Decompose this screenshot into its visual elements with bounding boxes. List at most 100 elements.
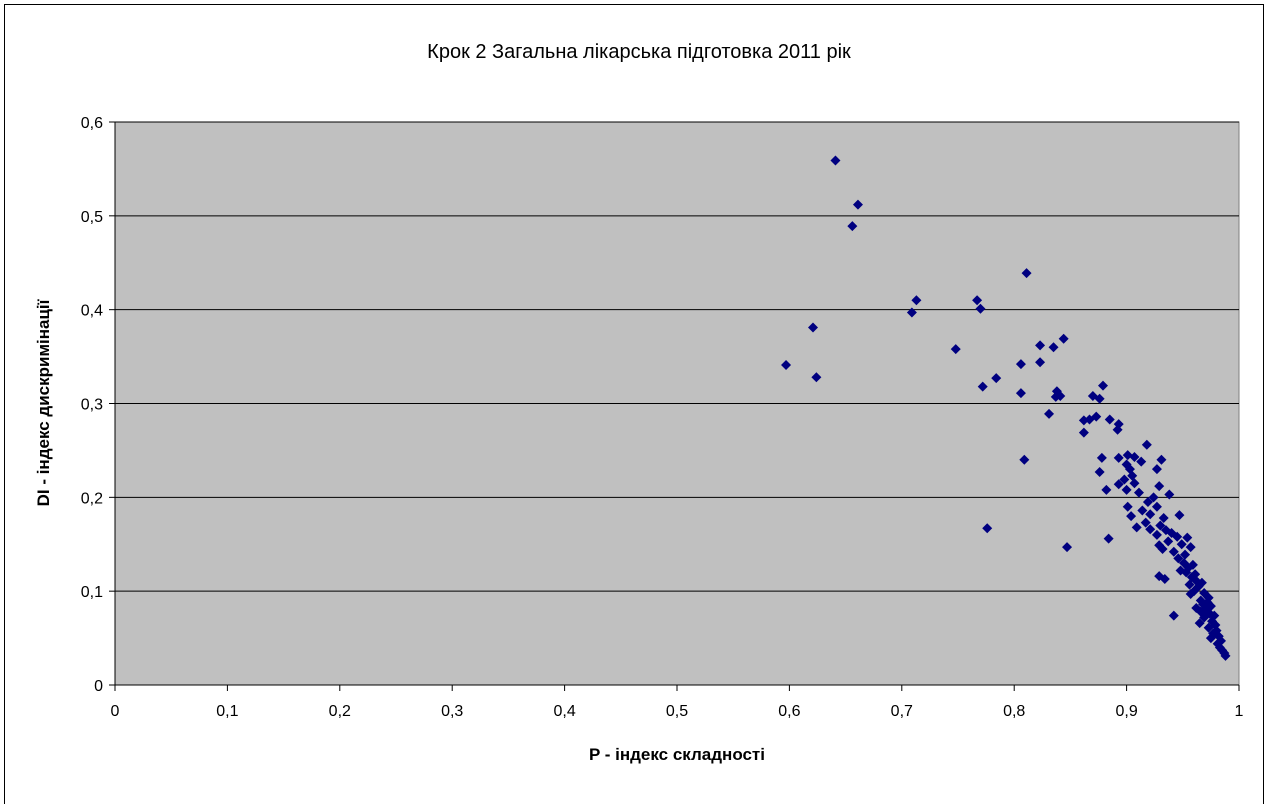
data-point	[1184, 579, 1195, 590]
data-point	[1159, 573, 1170, 584]
y-axis-ticks: 0 0,1 0,2 0,3 0,4 0,5 0,6	[81, 115, 115, 695]
data-point	[808, 322, 819, 333]
data-point	[1058, 333, 1069, 344]
data-point	[1185, 542, 1196, 553]
data-point	[1094, 393, 1105, 404]
data-point	[1019, 454, 1030, 465]
data-point	[1137, 505, 1148, 516]
data-point	[1094, 466, 1105, 477]
data-point	[1140, 517, 1151, 528]
x-tick-label: 0,7	[891, 703, 913, 720]
data-point	[1133, 487, 1144, 498]
data-point	[781, 360, 792, 371]
data-point	[1122, 501, 1133, 512]
data-point	[1129, 451, 1140, 462]
data-point	[1164, 489, 1175, 500]
data-point	[1129, 478, 1140, 489]
x-tick-label: 0,3	[441, 703, 463, 720]
data-point	[1015, 359, 1026, 370]
data-point	[1035, 357, 1046, 368]
y-tick-label: 0	[94, 678, 103, 695]
data-point	[1127, 470, 1138, 481]
y-tick-label: 0,6	[81, 115, 103, 132]
data-point	[991, 373, 1002, 384]
y-tick-label: 0,2	[81, 490, 103, 507]
data-point	[906, 307, 917, 318]
chart-container: Крок 2 Загальна лікарська підготовка 201…	[4, 4, 1264, 804]
data-point	[1176, 539, 1187, 550]
data-point	[1154, 481, 1165, 492]
y-tick-label: 0,4	[81, 303, 103, 320]
data-point	[1181, 567, 1192, 578]
data-point	[975, 303, 986, 314]
x-tick-label: 0	[111, 703, 120, 720]
data-point	[1112, 424, 1123, 435]
data-point	[1113, 452, 1124, 463]
x-tick-label: 0,6	[778, 703, 800, 720]
data-point	[1172, 531, 1183, 542]
data-point	[1163, 536, 1174, 547]
data-point	[1050, 391, 1061, 402]
data-point	[1113, 479, 1124, 490]
data-point	[1078, 427, 1089, 438]
data-point	[1168, 610, 1179, 621]
data-point	[1035, 340, 1046, 351]
data-point	[1103, 533, 1114, 544]
data-point	[1168, 546, 1179, 557]
data-point	[1158, 512, 1169, 523]
data-point	[1119, 474, 1130, 485]
x-tick-label: 0,8	[1003, 703, 1025, 720]
data-point	[1220, 650, 1231, 661]
data-point	[950, 344, 961, 355]
data-point	[1194, 618, 1205, 629]
y-tick-label: 0,5	[81, 209, 103, 226]
x-tick-label: 1	[1235, 703, 1244, 720]
data-point	[1097, 380, 1108, 391]
data-point	[1151, 501, 1162, 512]
chart-title: Крок 2 Загальна лікарська підготовка 201…	[427, 41, 851, 63]
data-point	[852, 199, 863, 210]
data-point	[1173, 553, 1184, 564]
data-points	[781, 155, 1231, 661]
y-tick-label: 0,1	[81, 584, 103, 601]
data-point	[1104, 414, 1115, 425]
y-tick-label: 0,3	[81, 397, 103, 414]
data-point	[1096, 452, 1107, 463]
data-point	[1180, 549, 1191, 560]
data-point	[1151, 529, 1162, 540]
gridlines	[115, 121, 1239, 592]
x-tick-label: 0,9	[1115, 703, 1137, 720]
x-tick-label: 0,1	[216, 703, 238, 720]
data-point	[1151, 464, 1162, 475]
data-point	[972, 295, 983, 306]
x-axis-title: P - індекс складності	[589, 745, 765, 764]
data-point	[1156, 454, 1167, 465]
data-point	[1142, 497, 1153, 508]
x-axis-ticks: 0 0,1 0,2 0,3 0,4 0,5 0,6 0,7 0,8 0,9 1	[111, 685, 1244, 720]
data-point	[830, 155, 841, 166]
data-point	[1101, 484, 1112, 495]
data-point	[1141, 439, 1152, 450]
data-point	[1131, 522, 1142, 533]
data-point	[811, 372, 822, 383]
data-point	[1136, 456, 1147, 467]
x-tick-label: 0,5	[666, 703, 688, 720]
data-point	[1185, 588, 1196, 599]
data-point	[1174, 510, 1185, 521]
data-point	[1157, 543, 1168, 554]
x-tick-label: 0,4	[553, 703, 575, 720]
data-point	[1145, 524, 1156, 535]
y-axis-title: DI - індекс дискримінації	[34, 298, 53, 506]
data-point	[1044, 408, 1055, 419]
data-point	[1203, 622, 1214, 633]
data-point	[1148, 492, 1159, 503]
data-point	[1199, 612, 1210, 623]
data-point	[1145, 509, 1156, 520]
data-point	[1078, 415, 1089, 426]
data-point	[1182, 532, 1193, 543]
data-point	[977, 381, 988, 392]
data-point	[1015, 388, 1026, 399]
scatter-chart: Крок 2 Загальна лікарська підготовка 201…	[34, 41, 1244, 764]
data-point	[1205, 633, 1216, 644]
data-point	[982, 523, 993, 534]
